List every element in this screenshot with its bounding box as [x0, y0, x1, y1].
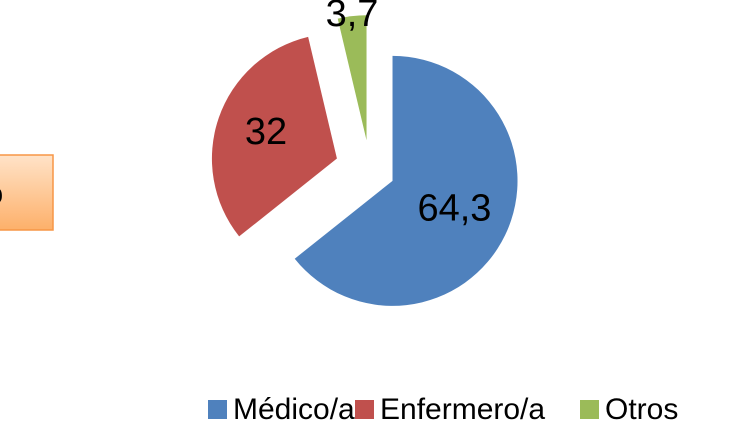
legend-label: Enfermero/a: [380, 393, 545, 426]
data-label: 3,7: [326, 0, 379, 35]
pie-slice: [211, 36, 337, 237]
legend-swatch: [355, 400, 374, 419]
pie-slice: [294, 55, 518, 306]
pie-slice: [337, 15, 367, 141]
legend-swatch: [580, 400, 599, 419]
annotation: %: [0, 173, 3, 211]
legend-label: Médico/a: [233, 393, 355, 426]
annotation-box: [0, 154, 54, 231]
legend-label: Otros: [605, 393, 678, 426]
data-label: 64,3: [417, 188, 491, 230]
data-label: 32: [245, 111, 287, 153]
legend-swatch: [208, 400, 227, 419]
